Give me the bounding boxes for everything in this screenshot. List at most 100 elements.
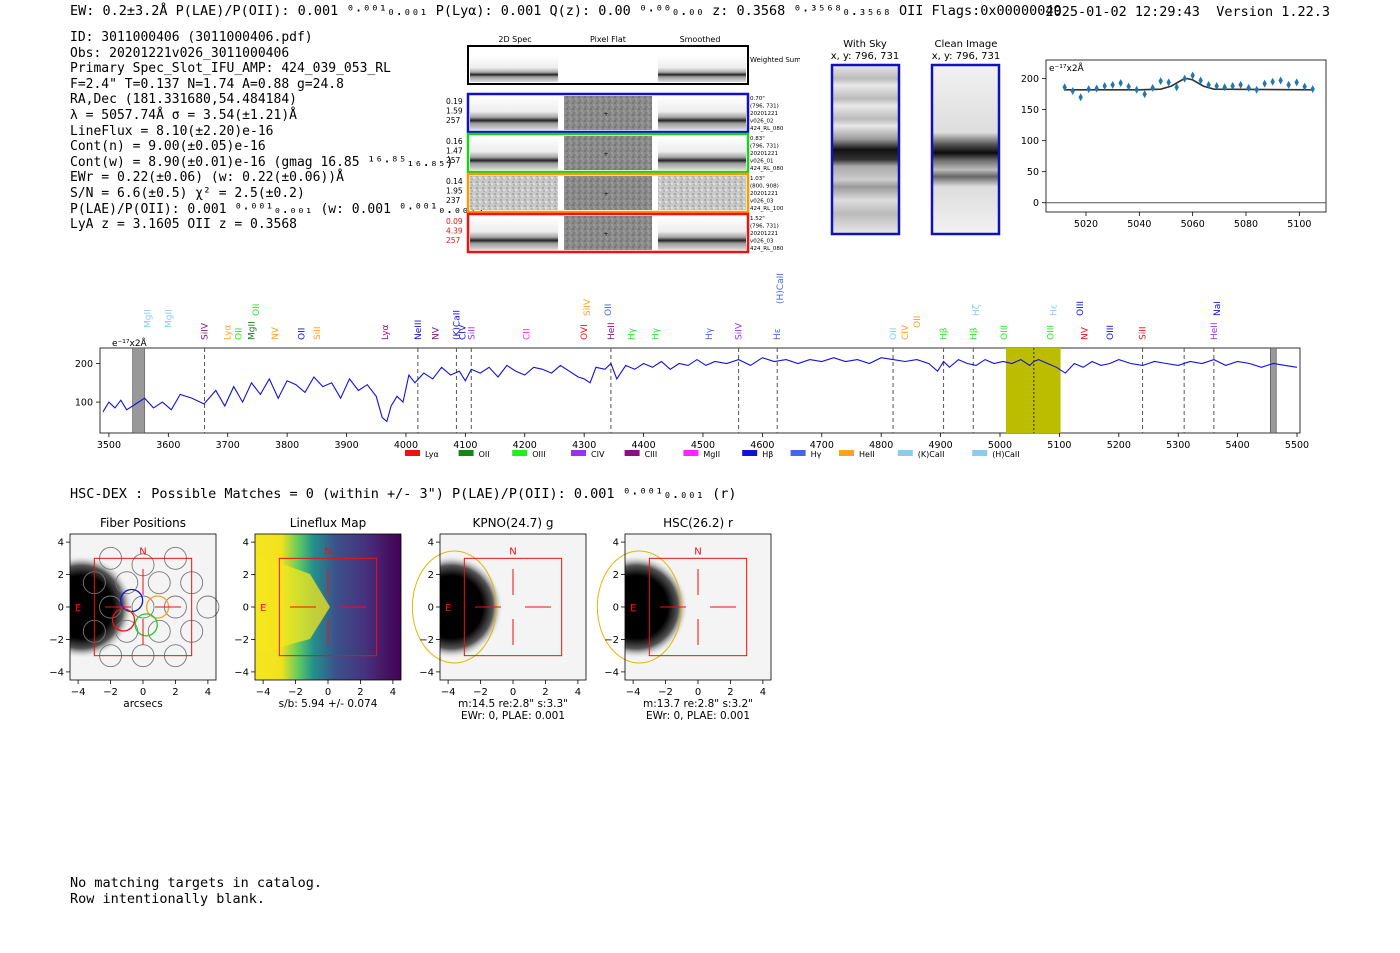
legend-swatch [512,450,528,456]
image-panel: HSC(26.2) r N E −4 −4 −2 −2 0 0 2 2 4 4 m:13.7 re:2.8… [596,516,772,722]
version: Version 1.22.3 [1216,4,1330,20]
north-marker: N [139,546,146,557]
cutout-2d-spec [470,96,558,130]
emission-line-label: SiIV [201,322,211,340]
spectrum-flux-line [102,357,1298,423]
x-tick-label: 2 [542,687,548,698]
fiber-circle [147,619,171,643]
y-tick-label: −4 [419,667,434,678]
highlight-fiber [111,608,136,632]
legend-label: HeII [859,450,875,459]
emission-line-label: OII [252,304,262,316]
x-tick-label: 3600 [156,440,180,451]
bright-source [440,555,504,659]
cutout-value: 0.16 [446,137,463,146]
legend-swatch [839,450,854,456]
x-tick-label: 3700 [216,440,240,451]
info-line: EWr = 0.22(±0.06) (w: 0.22(±0.06))Å [70,170,344,186]
emission-line-label: OIII [1046,325,1056,340]
y-tick-label: 100 [75,398,93,409]
zoom-unit-label: e⁻¹⁷x2Å [1049,62,1085,74]
cutout-2d-spec [470,176,558,210]
y-tick-label: 0 [243,603,249,614]
sky-images: With Sky x, y: 796, 731 Clean Image x, y… [831,39,1000,236]
legend-swatch [458,450,474,456]
x-tick-label: 4 [390,687,396,698]
legend-label: OII [479,450,490,459]
x-tick-label: 4700 [810,440,834,451]
emission-line-label: OIII [1106,325,1116,340]
emission-line-label: NV [432,326,442,340]
x-tick-label: 5100 [1287,219,1311,230]
emission-line-label: OVI [580,324,590,340]
y-tick-label: 100 [1021,136,1039,147]
emission-line-label: OII [913,316,923,328]
x-tick-label: 3500 [97,440,121,451]
x-tick-label: 4100 [453,440,477,451]
info-line: S/N = 6.6(±0.5) χ² = 2.5(±0.2) [70,185,305,201]
north-marker: N [509,546,516,557]
cutout-value: 0.09 [446,217,463,226]
emission-line-label: (H)CaII [776,273,786,304]
panel-xlabel: s/b: 5.94 +/- 0.074 [279,698,378,710]
panel-title: KPNO(24.7) g [472,516,553,530]
y-tick-label: −2 [419,635,434,646]
panel-title: Lineflux Map [290,516,366,530]
cutout-meta: v026_02 [750,119,774,125]
x-tick-label: −2 [473,687,488,698]
north-marker: N [694,546,701,557]
cutout-smoothed [658,176,746,210]
x-tick-label: 3900 [334,440,358,451]
emission-line-label: MgII [164,309,174,328]
with-sky-title: With Sky [843,39,887,50]
emission-line-label: Hε [773,328,783,340]
emission-line-label: CII [523,328,533,340]
image-panels: Fiber Positions N E −4 −4 −2 −2 0 0 2 2 4 4 arcsecs Li… [50,516,772,722]
legend-item: (K)CaII [897,450,945,459]
cutout-meta: (796, 731) [750,104,779,110]
emission-line-label: OII [234,328,244,340]
legend-item: (H)CaII [972,450,1020,459]
x-tick-label: −4 [71,687,86,698]
cutout-meta: 20201221 [750,231,778,237]
legend-swatch [571,450,586,456]
y-tick-label: 2 [428,570,434,581]
pixel-flat-marker: + [603,111,608,118]
emission-line-label: Hε [1049,304,1059,316]
with-sky-coords: x, y: 796, 731 [831,51,900,62]
x-tick-label: 0 [325,687,331,698]
y-tick-label: 200 [75,359,93,370]
emission-line-label: NaI [1213,301,1223,316]
x-tick-label: 4900 [929,440,953,451]
x-tick-label: 5020 [1074,219,1098,230]
cutout-smoothed [658,216,746,250]
emission-line-label: HeII [607,322,617,340]
x-tick-label: 5500 [1285,440,1309,451]
info-line: ID: 3011000406 (3011000406.pdf) [70,30,313,45]
cutout-meta: 20201221 [750,111,778,117]
x-tick-label: 5000 [988,440,1012,451]
east-marker: E [630,603,636,614]
cutout-frame [466,172,750,214]
y-tick-label: 4 [613,538,619,549]
panel-subtitle: EWr: 0, PLAE: 0.001 [461,710,565,722]
legend-swatch [405,450,420,456]
cutout-meta: (796, 731) [750,144,779,150]
x-tick-label: 4600 [750,440,774,451]
info-line: RA,Dec (181.331680,54.484184) [70,92,297,108]
image-panel: Lineflux Map N E −4 −4 −2 −2 0 0 2 2 4 4 s/b: 5.94 +/… [234,516,402,710]
cutout-meta: (800, 908) [750,184,779,190]
col-title-2d-spec: 2D Spec [498,35,531,44]
cutout-meta: 1.52" [750,216,765,222]
emission-line-label: OII [889,328,899,340]
panel-xlabel: arcsecs [123,698,162,710]
cutout-smoothed [658,136,746,170]
emission-line-label: NeIII [414,320,424,340]
y-tick-label: 0 [613,603,619,614]
aperture-box [278,557,378,657]
emission-line-label: CIV [458,324,468,340]
panel-title: HSC(26.2) r [663,516,733,530]
panel-title: Fiber Positions [100,516,186,530]
legend-label: CIII [645,450,658,459]
